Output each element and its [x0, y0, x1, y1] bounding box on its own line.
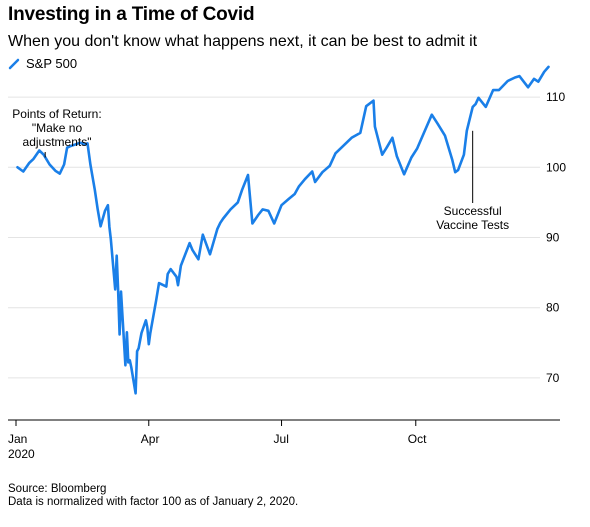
- series-line-sp500: [16, 65, 550, 395]
- x-year-label: 2020: [8, 447, 35, 461]
- annotation-return-line-1: "Make no: [32, 121, 83, 135]
- y-tick-label-110: 110: [546, 90, 565, 104]
- y-tick-label-80: 80: [546, 301, 560, 315]
- y-tick-label-70: 70: [546, 371, 560, 385]
- x-tick-label-jul: Jul: [274, 432, 289, 446]
- chart-subtitle: When you don't know what happens next, i…: [8, 33, 478, 50]
- footer: Source: Bloomberg Data is normalized wit…: [8, 483, 298, 509]
- legend-swatch-sp500: [8, 58, 20, 69]
- x-tick-label-oct: Oct: [408, 432, 427, 446]
- annotation-vaccine-line-0: Successful: [444, 204, 502, 218]
- annotation-vaccine-line-1: Vaccine Tests: [436, 218, 509, 232]
- chart-title: Investing in a Time of Covid: [8, 4, 255, 25]
- legend-label-sp500: S&P 500: [26, 56, 78, 71]
- legend: S&P 500: [8, 56, 77, 71]
- x-tick-label-jan: Jan: [8, 432, 27, 446]
- normalization-note: Data is normalized with factor 100 as of…: [8, 496, 299, 508]
- annotation-return-line-2: adjustments": [23, 135, 92, 149]
- x-tick-label-apr: Apr: [141, 432, 160, 446]
- annotation-return-line-0: Points of Return:: [12, 107, 101, 121]
- y-tick-label-100: 100: [546, 160, 566, 174]
- source-note: Source: Bloomberg: [8, 483, 107, 495]
- y-tick-label-90: 90: [546, 231, 560, 245]
